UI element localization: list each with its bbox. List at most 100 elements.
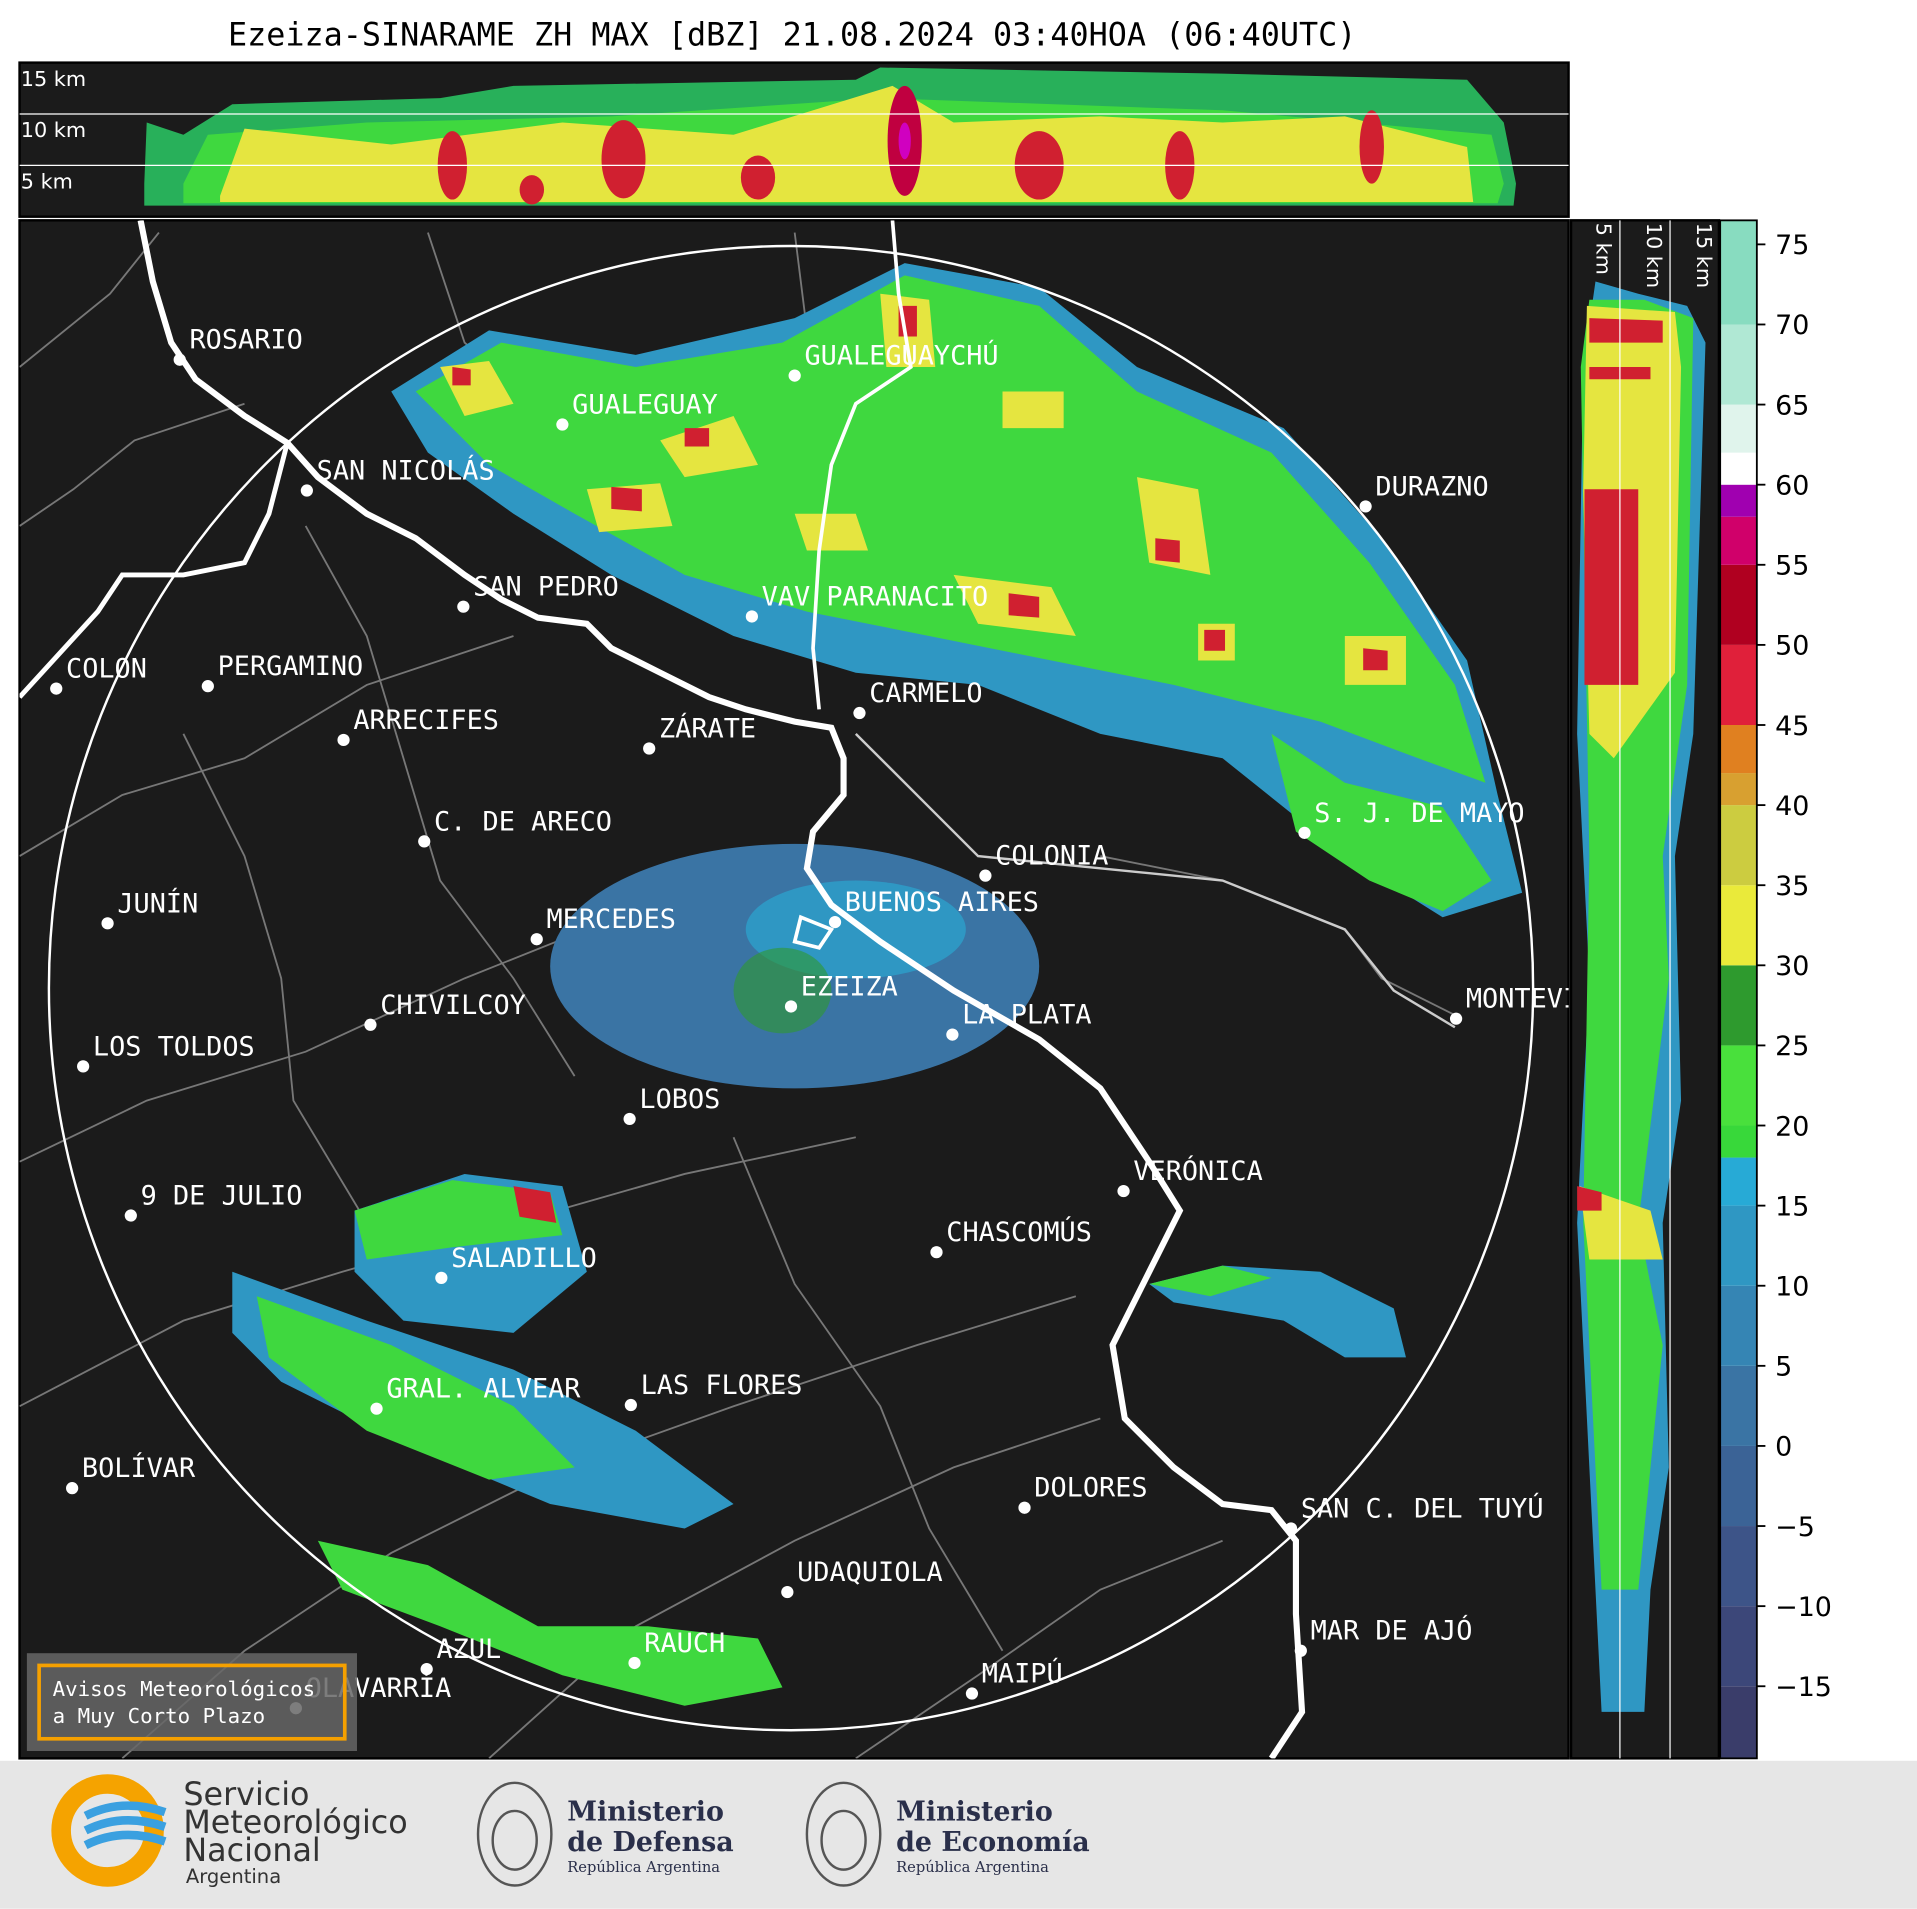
city-dot xyxy=(364,1018,377,1031)
city-dot xyxy=(1018,1501,1031,1514)
city-dot xyxy=(1284,1522,1298,1535)
colorbar-band xyxy=(1720,724,1757,774)
city-dot xyxy=(784,1000,798,1013)
colorbar-band xyxy=(1720,965,1757,1046)
colorbar-tick-label: 70 xyxy=(1775,310,1809,341)
title: Ezeiza-SINARAME ZH MAX [dBZ] 21.08.2024 … xyxy=(228,18,1356,54)
logo-text: Servicio xyxy=(183,1777,309,1813)
city-label: GRAL. ALVEAR xyxy=(386,1374,581,1405)
colorbar-tick-label: 75 xyxy=(1775,230,1809,261)
city-dot xyxy=(946,1028,959,1041)
city-dot xyxy=(101,917,114,930)
city-label: VAV PARANACITO xyxy=(762,581,989,612)
height-label: 5 km xyxy=(21,170,73,194)
city-dot xyxy=(788,369,801,382)
notice-border xyxy=(37,1663,347,1741)
colorbar-tick-label: 5 xyxy=(1775,1352,1792,1383)
city-dot xyxy=(624,1398,637,1412)
city-label: LOS TOLDOS xyxy=(93,1031,255,1062)
city-label: COLONIA xyxy=(995,841,1108,872)
city-label: BUENOS AIRES xyxy=(845,887,1039,918)
logo-text: República Argentina xyxy=(896,1859,1049,1876)
colorbar-band xyxy=(1720,1045,1757,1126)
colorbar-band xyxy=(1720,1365,1757,1446)
colorbar-tick-label: 15 xyxy=(1775,1191,1809,1222)
height-label: 10 km xyxy=(1642,223,1666,288)
city-dot xyxy=(50,682,63,695)
city-dot xyxy=(930,1246,943,1259)
city-label: RAUCH xyxy=(644,1628,725,1659)
city-label: VERÓNICA xyxy=(1133,1155,1262,1187)
colorbar-band xyxy=(1720,1526,1757,1607)
logo-text: de Economía xyxy=(896,1827,1090,1858)
colorbar-band xyxy=(1720,1285,1757,1366)
city-dot xyxy=(530,933,543,946)
city-dot xyxy=(418,835,431,848)
city-label: LA PLATA xyxy=(962,1000,1091,1031)
city-label: PERGAMINO xyxy=(218,651,364,682)
city-label: MERCEDES xyxy=(546,904,675,935)
footer-background xyxy=(0,1760,1917,1909)
city-label: JUNÍN xyxy=(117,887,198,919)
colorbar-band xyxy=(1720,324,1757,405)
city-dot xyxy=(420,1662,433,1676)
colorbar-tick-label: −5 xyxy=(1775,1512,1815,1543)
city-dot xyxy=(337,733,350,747)
colorbar-tick-label: −10 xyxy=(1775,1592,1832,1623)
city-dot xyxy=(628,1656,641,1670)
colorbar-band xyxy=(1720,773,1757,806)
colorbar-band xyxy=(1720,1606,1757,1687)
right-panel: 5 km 10 km 15 km xyxy=(1569,219,1721,1760)
city-label: MAR DE AJÓ xyxy=(1311,1615,1473,1647)
logo-text: de Defensa xyxy=(567,1827,733,1858)
city-dot xyxy=(173,353,186,366)
colorbar-tick-label: 65 xyxy=(1775,390,1809,421)
city-dot xyxy=(828,915,842,929)
city-label: SAN C. DEL TUYÚ xyxy=(1301,1492,1544,1524)
city-dot xyxy=(853,706,866,720)
city-label: COLON xyxy=(66,654,147,685)
colorbar-tick-label: 50 xyxy=(1775,631,1809,662)
city-label: SALADILLO xyxy=(451,1243,597,1274)
colorbar-tick-label: 30 xyxy=(1775,951,1809,982)
city-dot xyxy=(1449,1012,1463,1025)
city-label: LAS FLORES xyxy=(641,1370,803,1401)
city-dot xyxy=(201,680,214,693)
city-dot xyxy=(965,1687,979,1700)
height-label: 10 km xyxy=(21,118,86,142)
notice-background xyxy=(26,1653,357,1752)
city-label: EZEIZA xyxy=(801,971,898,1002)
city-label: ROSARIO xyxy=(189,325,302,356)
colorbar-band xyxy=(1720,484,1757,517)
city-label: CHASCOMÚS xyxy=(946,1216,1092,1248)
city-dot xyxy=(1359,500,1372,513)
city-label: 9 DE JULIO xyxy=(141,1181,303,1212)
city-label: AZUL xyxy=(436,1634,501,1665)
city-label: MAIPÚ xyxy=(982,1658,1063,1690)
colorbar-tick-label: 45 xyxy=(1775,711,1809,742)
smn-logo: Servicio Meteorológico Nacional Argentin… xyxy=(51,1774,408,1888)
city-dot xyxy=(370,1402,383,1415)
colorbar-band xyxy=(1720,644,1757,725)
city-dot xyxy=(300,484,313,497)
logo-text: Argentina xyxy=(186,1865,281,1888)
city-dot xyxy=(435,1271,448,1284)
height-label: 5 km xyxy=(1592,223,1616,275)
top-panel: 15 km 10 km 5 km xyxy=(18,61,1570,218)
colorbar-band xyxy=(1720,1157,1757,1206)
city-label: CARMELO xyxy=(869,678,982,709)
city-label: SAN PEDRO xyxy=(473,572,619,603)
logo-text: República Argentina xyxy=(567,1859,720,1876)
colorbar-band xyxy=(1720,1445,1757,1527)
city-label: S. J. DE MAYO xyxy=(1314,798,1524,829)
map-panel: ROSARIO GUALEGUAYCHÚ GUALEGUAY SAN NICOLÁS D… xyxy=(18,219,1570,1760)
colorbar-band xyxy=(1720,404,1757,453)
colorbar-tick-label: 55 xyxy=(1775,551,1809,582)
logo-text: Nacional xyxy=(183,1833,320,1869)
colorbar-tick-label: 10 xyxy=(1775,1272,1809,1303)
logo-text: Ministerio xyxy=(567,1797,724,1828)
colorbar-band xyxy=(1720,1125,1757,1158)
city-label: ZÁRATE xyxy=(659,712,756,744)
height-label: 15 km xyxy=(21,67,86,91)
